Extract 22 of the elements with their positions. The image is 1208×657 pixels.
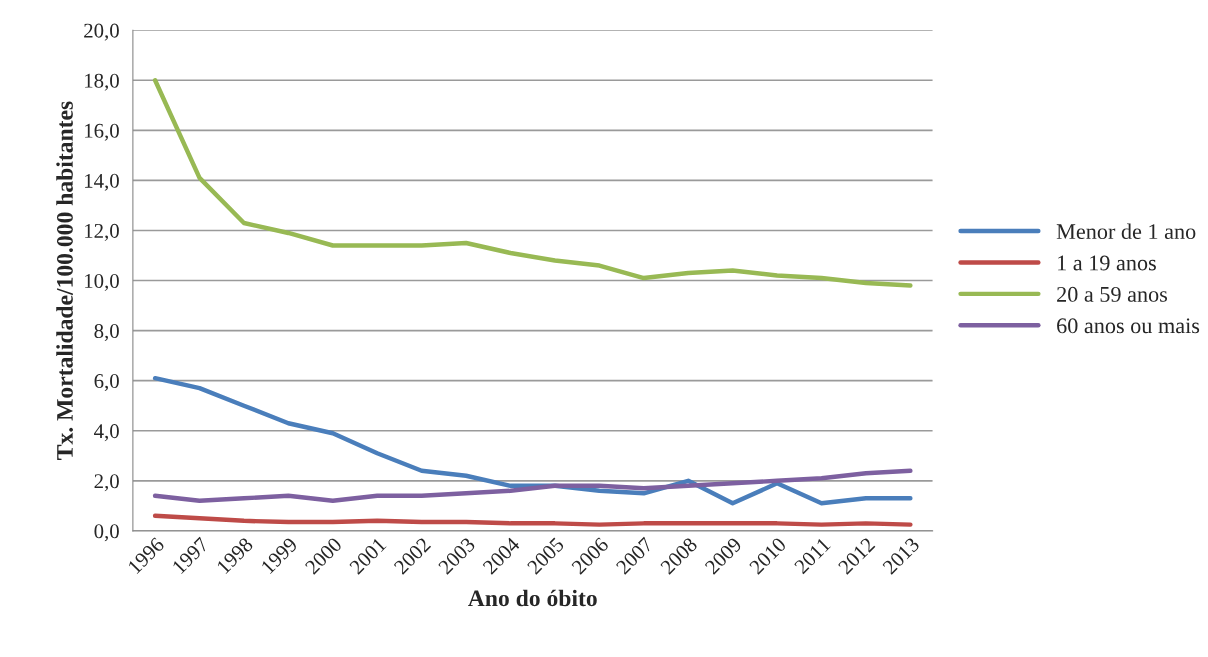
y-tick-label: 10,0 — [85, 273, 119, 291]
y-tick-label: 18,0 — [85, 73, 119, 91]
y-tick-label: 8,0 — [94, 323, 119, 342]
legend-label: 1 a 19 anos — [1058, 255, 1156, 271]
line-series — [152, 468, 913, 504]
y-tick-label: 4,0 — [94, 424, 119, 442]
legend-label: Menor de 1 ano — [1056, 223, 1196, 240]
y-tick-label: 12,0 — [85, 223, 119, 241]
y-axis-title: Tx. Mortalidade/100.000 habitantes — [56, 101, 73, 460]
line-series — [152, 513, 913, 527]
y-tick-label: 2,0 — [94, 474, 119, 492]
y-tick-label: 20,0 — [84, 23, 119, 41]
line-series — [152, 78, 913, 288]
legend-label: 60 anos ou mais — [1057, 318, 1200, 334]
y-tick-label: 16,0 — [85, 123, 119, 141]
y-tick-label: 0,0 — [94, 524, 119, 542]
x-axis-title: Ano do óbito — [468, 589, 597, 607]
x-tick-label: 2011 — [793, 537, 831, 575]
y-tick-label: 6,0 — [94, 374, 119, 392]
line-series — [152, 375, 913, 506]
legend-label: 20 a 59 anos — [1057, 286, 1168, 302]
y-tick-label: 14,0 — [85, 173, 119, 191]
